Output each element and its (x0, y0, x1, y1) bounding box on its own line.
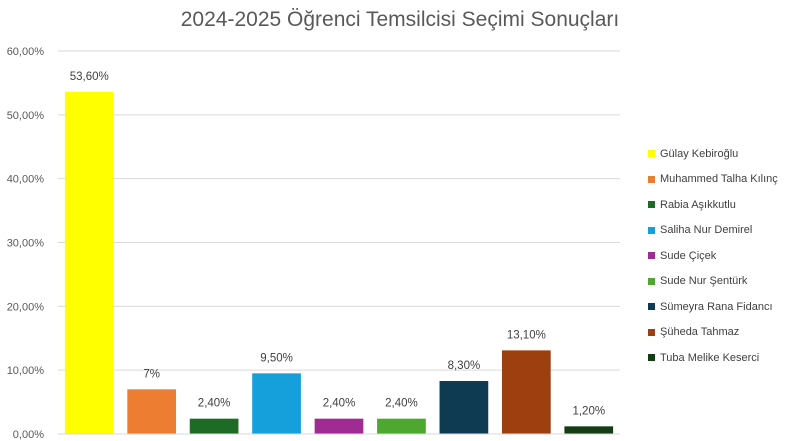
legend-item: Tuba Melike Keserci (648, 345, 778, 371)
legend-item: Gülay Kebiroğlu (648, 141, 778, 167)
bar (564, 426, 614, 434)
legend-item: Rabia Aşıkkutlu (648, 192, 778, 218)
legend-item: Muhammed Talha Kılınç (648, 167, 778, 193)
legend-swatch (648, 277, 655, 285)
y-tick-label: 50,00% (7, 110, 45, 122)
bar (377, 418, 426, 434)
data-label: 2,40% (323, 398, 356, 410)
legend-label: Tuba Melike Keserci (660, 351, 760, 364)
legend-swatch (648, 226, 655, 234)
y-tick-label: 20,00% (7, 301, 45, 313)
y-tick-label: 0,00% (13, 429, 44, 441)
legend-item: Şüheda Tahmaz (648, 320, 778, 346)
legend-item: Sümeyra Rana Fidancı (648, 294, 778, 320)
bar (189, 418, 239, 434)
data-label: 13,10% (507, 329, 546, 341)
legend-swatch (648, 303, 655, 311)
bar (64, 91, 114, 434)
chart-title: 2024-2025 Öğrenci Temsilcisi Seçimi Sonu… (180, 8, 620, 31)
bar (127, 389, 177, 434)
legend-swatch (648, 201, 655, 209)
chart-legend: Gülay Kebiroğlu Muhammed Talha Kılınç Rabi… (648, 141, 778, 371)
legend-item: Saliha Nur Demirel (648, 218, 778, 244)
legend-label: Şüheda Tahmaz (660, 326, 740, 339)
legend-label: Sümeyra Rana Fidancı (660, 300, 773, 313)
legend-swatch (648, 175, 655, 183)
legend-swatch (648, 252, 655, 260)
data-label: 53,60% (70, 71, 109, 83)
legend-item: Sude Nur Şentürk (648, 269, 778, 295)
data-label: 7% (143, 368, 160, 380)
legend-label: Saliha Nur Demirel (660, 224, 753, 237)
data-label: 9,50% (260, 352, 293, 364)
bar (314, 418, 364, 434)
bar (501, 350, 551, 434)
legend-swatch (648, 150, 655, 158)
legend-swatch (648, 328, 655, 336)
legend-label: Gülay Kebiroğlu (660, 147, 739, 160)
bar (439, 381, 489, 434)
legend-item: Sude Çiçek (648, 243, 778, 269)
data-label: 2,40% (385, 398, 418, 410)
y-tick-label: 10,00% (7, 365, 45, 377)
legend-label: Sude Çiçek (660, 249, 717, 262)
data-label: 8,30% (448, 360, 481, 372)
legend-label: Rabia Aşıkkutlu (660, 198, 736, 211)
bar (252, 373, 301, 434)
legend-label: Sude Nur Şentürk (660, 275, 748, 288)
y-tick-label: 40,00% (7, 174, 45, 186)
y-tick-label: 60,00% (7, 46, 45, 58)
y-tick-label: 30,00% (7, 238, 45, 250)
data-label: 1,20% (572, 405, 605, 417)
legend-label: Muhammed Talha Kılınç (660, 173, 778, 186)
legend-swatch (648, 354, 655, 362)
data-label: 2,40% (198, 398, 231, 410)
